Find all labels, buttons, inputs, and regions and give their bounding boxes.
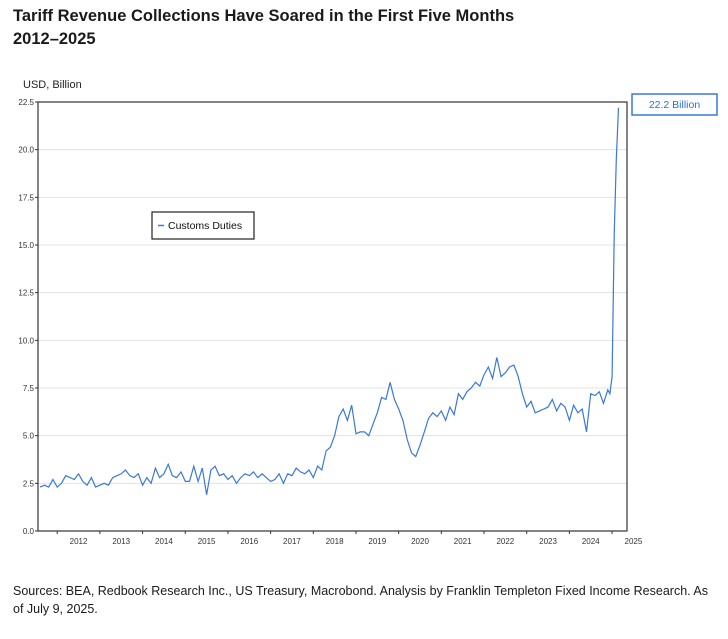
- series-line-customs-duties[interactable]: [39, 107, 620, 495]
- legend-label-customs-duties: Customs Duties: [168, 220, 242, 232]
- value-callout: 22.2 Billion: [631, 93, 718, 116]
- legend-box: [151, 211, 255, 240]
- x-tick-label: 2017: [283, 537, 301, 546]
- x-tick-label: 2019: [368, 537, 386, 546]
- y-tick-label: 5.0: [23, 432, 35, 441]
- plot-frame: [37, 101, 628, 532]
- source-note: Sources: BEA, Redbook Research Inc., US …: [13, 584, 708, 616]
- y-tick-label: 10.0: [18, 336, 34, 345]
- y-tick-label: 15.0: [18, 241, 34, 250]
- x-tick-label: 2025: [625, 537, 643, 546]
- legend: Customs Duties: [151, 211, 255, 240]
- x-tick-label: 2023: [539, 537, 557, 546]
- x-axis-ticks: 2012 2013 2014 2015 2016 2017 2018 2019 2020 2021…: [56, 531, 643, 546]
- x-tick-label: 2020: [411, 537, 429, 546]
- chart-title: Tariff Revenue Collections Have Soared i…: [13, 5, 514, 51]
- x-tick-label: 2016: [240, 537, 258, 546]
- x-tick-label: 2013: [112, 537, 130, 546]
- y-axis-unit-label: USD, Billion: [23, 79, 82, 91]
- x-tick-label: 2012: [70, 537, 88, 546]
- chart-title-line-1: Tariff Revenue Collections Have Soared i…: [13, 7, 515, 25]
- y-tick-label: 22.5: [18, 98, 34, 107]
- x-tick-label: 2021: [454, 537, 472, 546]
- x-tick-label: 2018: [326, 537, 344, 546]
- x-tick-label: 2024: [582, 537, 600, 546]
- x-tick-label: 2014: [155, 537, 173, 546]
- y-tick-label: 17.5: [18, 193, 34, 202]
- y-tick-label: 0.0: [23, 527, 35, 536]
- x-tick-label: 2022: [496, 537, 514, 546]
- y-tick-label: 7.5: [23, 384, 35, 393]
- gridlines: [38, 101, 627, 532]
- y-tick-label: 12.5: [18, 289, 34, 298]
- y-tick-label: 2.5: [23, 479, 35, 488]
- chart-title-line-2: 2012–2025: [13, 30, 96, 48]
- value-callout-label: 22.2 Billion: [649, 99, 701, 111]
- x-tick-label: 2015: [198, 537, 216, 546]
- y-axis-ticks: 0.0 2.5 5.0 7.5 10.0 12.5 15.0 17.5 20.0 22.5: [18, 98, 38, 536]
- y-tick-label: 20.0: [18, 146, 34, 155]
- value-callout-box: [631, 93, 718, 116]
- line-chart: 0.0 2.5 5.0 7.5 10.0 12.5 15.0 17.5 20.0 22.5 201…: [18, 79, 718, 546]
